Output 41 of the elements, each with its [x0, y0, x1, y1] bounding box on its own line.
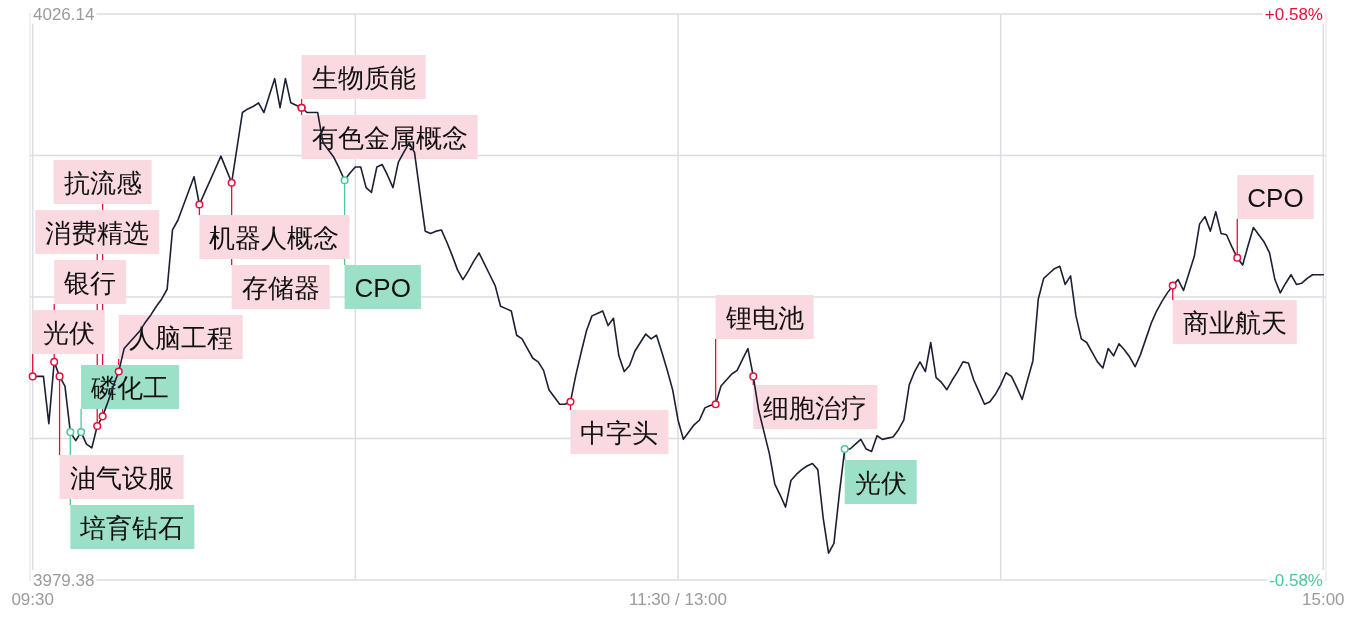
y-tick-label: 3979.38 [33, 570, 95, 590]
data-label: 机器人概念 [209, 223, 340, 253]
data-label: 中字头 [580, 418, 659, 448]
point [840, 444, 849, 454]
point [66, 428, 75, 437]
data-label: 抗流感 [63, 168, 142, 198]
data-label: CPO [1247, 183, 1304, 213]
point [93, 421, 102, 431]
data-label: 光伏 [42, 318, 95, 348]
y2-tick-label: -0.58% [1269, 570, 1323, 590]
point [77, 428, 86, 437]
x-tick-label: 09:30 [11, 590, 54, 609]
point [55, 372, 64, 381]
data-label: 人脑工程 [128, 323, 233, 353]
data-label: 锂电池 [724, 303, 804, 333]
point [28, 372, 37, 381]
data-label: 存储器 [241, 273, 320, 303]
data-label: 培育钻石 [79, 513, 185, 543]
point [98, 412, 107, 421]
data-label: 生物质能 [311, 63, 416, 93]
data-label: 银行 [63, 268, 117, 298]
x-tick-label: 11:30 / 13:00 [629, 590, 727, 609]
data-label: CPO [354, 273, 411, 303]
point [227, 178, 236, 187]
y2-tick-label: +0.58% [1264, 4, 1323, 24]
point [114, 367, 123, 376]
point [1233, 253, 1242, 262]
data-label: 消费精选 [45, 218, 150, 248]
y-tick-label: 4026.14 [33, 4, 95, 24]
point [749, 372, 758, 381]
data-label: 细胞治疗 [763, 393, 868, 423]
data-label: 油气设服 [69, 463, 174, 493]
point [566, 397, 575, 406]
x-tick-label: 15:00 [1302, 590, 1345, 609]
data-label: 光伏 [854, 468, 907, 498]
point [50, 357, 59, 366]
point [711, 400, 720, 409]
point [1168, 281, 1177, 290]
data-label: 商业航天 [1182, 308, 1287, 338]
point [340, 176, 349, 185]
point [195, 200, 204, 209]
